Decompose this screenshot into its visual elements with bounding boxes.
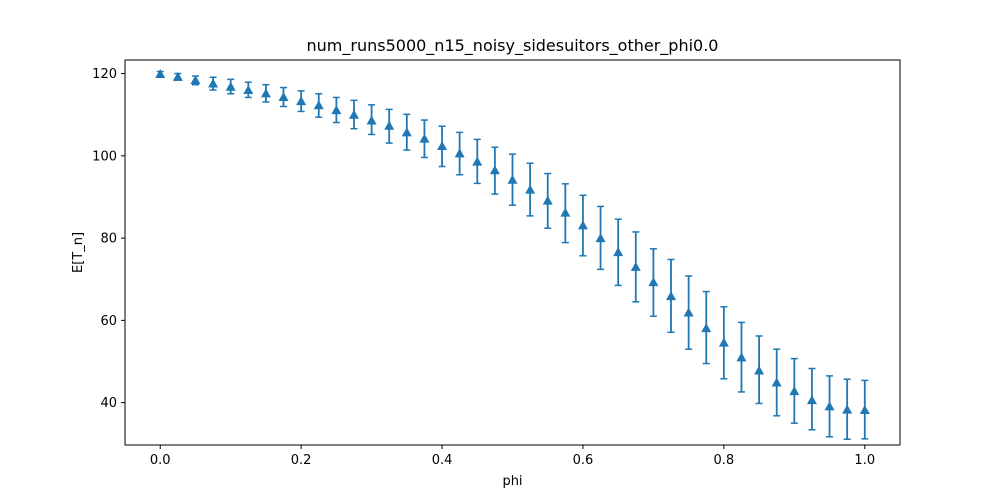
data-point-marker xyxy=(155,68,166,78)
data-point-marker xyxy=(313,100,324,110)
x-tick-label: 0.8 xyxy=(714,453,735,468)
data-point-marker xyxy=(331,105,342,115)
y-tick-label: 40 xyxy=(100,396,117,411)
plot-frame xyxy=(124,59,901,446)
data-point-marker xyxy=(208,78,219,88)
data-point-marker xyxy=(472,156,483,166)
data-point-marker xyxy=(842,404,853,414)
y-tick-label: 100 xyxy=(92,149,117,164)
data-point-marker xyxy=(701,323,712,333)
data-point-marker xyxy=(577,220,588,230)
data-point-marker xyxy=(824,401,835,411)
y-tick-label: 120 xyxy=(92,67,117,82)
data-point-marker xyxy=(806,395,817,405)
y-tick-label: 80 xyxy=(100,232,117,247)
y-axis-label: E[T_n] xyxy=(71,232,86,273)
data-point-marker xyxy=(243,85,254,95)
data-point-marker xyxy=(859,405,870,415)
data-point-marker xyxy=(789,386,800,396)
chart-title: num_runs5000_n15_noisy_sidesuitors_other… xyxy=(307,36,719,56)
data-point-marker xyxy=(718,337,729,347)
data-point-marker xyxy=(630,261,641,271)
data-point-marker xyxy=(401,127,412,137)
data-point-marker xyxy=(225,81,236,91)
data-point-marker xyxy=(736,352,747,362)
axis-ticks: 0.0 0.2 0.4 0.6 0.8 1.0 40 60 80 100 120 xyxy=(92,67,875,468)
data-point-marker xyxy=(683,307,694,317)
data-point-marker xyxy=(278,92,289,102)
x-tick-label: 1.0 xyxy=(854,453,875,468)
data-point-marker xyxy=(666,291,677,301)
data-point-marker xyxy=(366,115,377,125)
data-point-marker xyxy=(348,109,359,119)
data-point-marker xyxy=(437,140,448,150)
plot-area xyxy=(125,60,900,445)
x-tick-label: 0.2 xyxy=(291,453,312,468)
x-tick-label: 0.0 xyxy=(150,453,171,468)
y-tick-label: 60 xyxy=(100,314,117,329)
data-point-marker xyxy=(525,184,536,194)
x-tick-label: 0.4 xyxy=(432,453,453,468)
data-point-marker xyxy=(384,120,395,130)
data-point-marker xyxy=(648,277,659,287)
data-point-marker xyxy=(260,88,271,98)
data-markers xyxy=(155,68,870,415)
data-point-marker xyxy=(507,174,518,184)
data-point-marker xyxy=(489,165,500,175)
data-point-marker xyxy=(296,96,307,106)
data-point-marker xyxy=(595,233,606,243)
data-point-marker xyxy=(454,148,465,158)
data-point-marker xyxy=(560,207,571,217)
data-point-marker xyxy=(190,75,201,85)
data-point-marker xyxy=(419,133,430,143)
x-tick-label: 0.6 xyxy=(573,453,594,468)
data-point-marker xyxy=(754,365,765,375)
data-point-marker xyxy=(771,377,782,387)
data-point-marker xyxy=(542,195,553,205)
data-point-marker xyxy=(172,71,183,81)
x-axis-label: phi xyxy=(502,474,522,489)
data-point-marker xyxy=(613,247,624,257)
